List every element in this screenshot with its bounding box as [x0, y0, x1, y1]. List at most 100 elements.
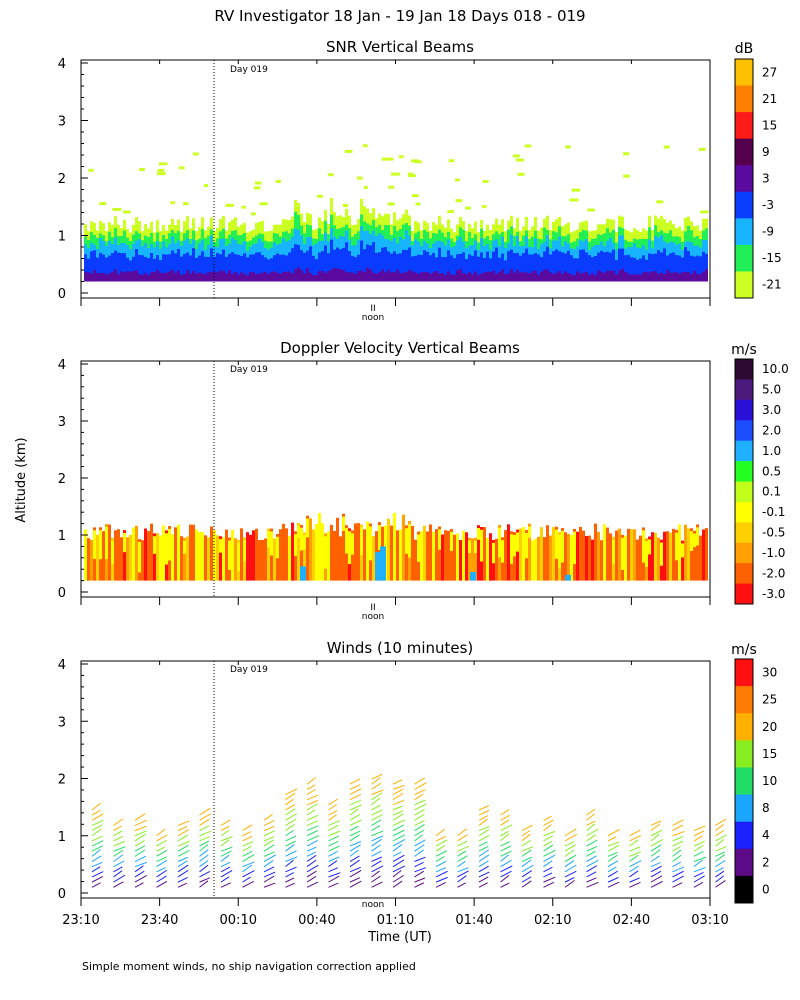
doppler-cell [438, 529, 441, 550]
colorbar-swatch [735, 218, 753, 246]
doppler-colorbar-unit: m/s [731, 342, 757, 358]
snr-cell [498, 257, 501, 282]
wind-barb [521, 856, 533, 862]
doppler-cell [342, 516, 345, 532]
snr-cell [582, 249, 585, 282]
doppler-cell [468, 537, 471, 581]
snr-cell [261, 255, 264, 282]
snr-cell [139, 168, 145, 172]
doppler-cell [549, 535, 552, 581]
x-tick-label: 02:40 [613, 913, 650, 928]
doppler-cell [153, 533, 156, 581]
snr-cell [126, 257, 129, 282]
doppler-cell [351, 530, 354, 581]
snr-cell [465, 274, 468, 282]
snr-cell [282, 271, 285, 282]
doppler-cell [234, 538, 237, 581]
snr-cell [108, 255, 111, 282]
wind-barb [629, 860, 642, 868]
wind-barb [328, 820, 340, 826]
snr-cell [534, 270, 537, 282]
snr-cell [258, 273, 261, 282]
wind-barb [113, 836, 124, 842]
wind-barb [306, 864, 319, 873]
doppler-cell [156, 533, 159, 581]
snr-cell [93, 269, 96, 282]
wind-barb [414, 777, 426, 785]
doppler-cell [675, 532, 678, 561]
snr-cell [471, 255, 474, 282]
snr-cell [417, 273, 420, 282]
snr-cell [228, 253, 231, 282]
wind-barb [478, 809, 490, 816]
doppler-cell [651, 532, 654, 581]
doppler-cell [273, 538, 276, 581]
wind-barb [242, 876, 251, 883]
colorbar-label: 21 [762, 92, 777, 106]
snr-cell [93, 250, 96, 282]
y-tick-label: 2 [58, 472, 66, 487]
wind-barb [285, 823, 295, 832]
wind-barb [134, 870, 145, 878]
snr-panel: SNR Vertical Beams Day 019 0 1 2 3 4 II noon… [58, 38, 782, 323]
doppler-cell [513, 532, 516, 581]
wind-barb [392, 779, 403, 785]
wind-barb [328, 882, 339, 888]
snr-cell [672, 252, 675, 282]
wind-barb [457, 875, 467, 883]
snr-cell [270, 272, 273, 282]
snr-cell [656, 200, 664, 204]
wind-barb [693, 872, 704, 878]
snr-cell [432, 252, 435, 282]
snr-cell [254, 181, 262, 185]
doppler-cell [204, 535, 207, 581]
snr-cell [207, 256, 210, 282]
wind-barb [650, 880, 663, 888]
wind-barb [371, 773, 383, 780]
wind-barb [715, 859, 726, 868]
doppler-cell [519, 528, 522, 581]
wind-barb [113, 840, 126, 847]
doppler-cell [690, 528, 693, 581]
snr-cell [225, 273, 228, 282]
wind-barb [113, 854, 124, 862]
wind-barb [328, 810, 338, 816]
wind-barb [693, 875, 705, 883]
wind-barb [242, 835, 253, 842]
doppler-cell [627, 528, 630, 581]
doppler-cell [342, 513, 345, 581]
doppler-cell [528, 526, 531, 538]
wind-barb [715, 854, 726, 862]
wind-barb [371, 865, 384, 873]
colorbar-label: 8 [762, 801, 770, 815]
doppler-cell [96, 534, 99, 581]
doppler-cell [423, 525, 426, 581]
snr-cell [441, 256, 444, 282]
snr-cell [408, 247, 411, 282]
wind-barb [693, 844, 704, 852]
wind-barb [263, 844, 275, 852]
snr-cell [198, 255, 201, 282]
snr-cell [606, 270, 609, 282]
wind-barb [263, 836, 275, 842]
wind-barb [134, 855, 147, 862]
wind-barb [672, 875, 684, 883]
wind-barb [543, 844, 554, 852]
wind-barb [435, 881, 446, 888]
wind-barb [263, 825, 275, 832]
snr-cell [228, 269, 231, 282]
colorbar-frame [734, 358, 754, 605]
doppler-cell [279, 529, 282, 581]
snr-cell [252, 254, 255, 282]
doppler-cell [516, 529, 519, 581]
colorbar-swatch [735, 440, 753, 462]
snr-cell [96, 273, 99, 282]
wind-barb [650, 862, 661, 868]
snr-cell [321, 251, 324, 282]
wind-barb [435, 839, 448, 847]
colorbar-label: 20 [762, 720, 777, 734]
doppler-cell [231, 529, 234, 581]
snr-cell [234, 271, 237, 282]
snr-cell [357, 254, 360, 282]
wind-barb [328, 824, 339, 832]
